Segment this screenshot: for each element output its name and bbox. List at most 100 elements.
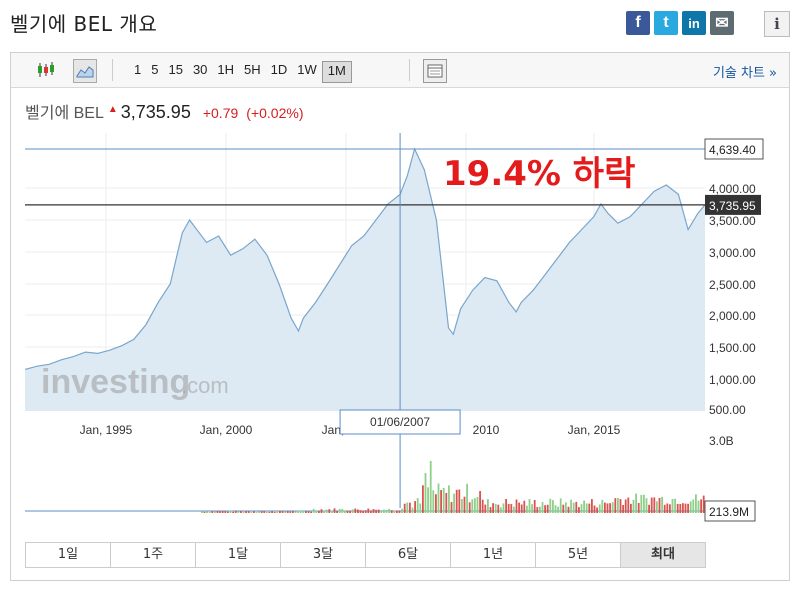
interval-30[interactable]: 30 xyxy=(192,62,208,77)
table-view-icon[interactable] xyxy=(423,59,447,83)
volume-bar xyxy=(481,499,484,513)
volume-bar xyxy=(318,511,320,513)
volume-bar xyxy=(611,502,614,513)
instrument-name: 벨기에 BEL xyxy=(25,105,104,122)
range-button-5[interactable]: 1년 xyxy=(451,543,536,567)
volume-bar xyxy=(336,510,338,513)
linkedin-icon[interactable]: in xyxy=(682,11,706,35)
volume-bar xyxy=(255,511,258,513)
volume-bar xyxy=(466,483,468,513)
facebook-icon[interactable]: f xyxy=(626,11,650,35)
y-tick-label: 2,000.00 xyxy=(709,309,756,323)
candlestick-icon[interactable] xyxy=(35,59,57,81)
range-selector: 1일 1주 1달 3달 6달 1년 5년 최대 xyxy=(25,542,706,568)
volume-bar xyxy=(510,504,513,513)
x-tick-label: Jan, 2015 xyxy=(568,423,621,437)
range-button-7[interactable]: 최대 xyxy=(621,543,705,567)
interval-1d[interactable]: 1D xyxy=(270,62,288,77)
range-button-4[interactable]: 6달 xyxy=(366,543,451,567)
volume-bar xyxy=(206,511,208,513)
volume-bar xyxy=(247,511,250,513)
volume-bar xyxy=(351,509,354,513)
range-button-2[interactable]: 1달 xyxy=(196,543,281,567)
volume-bar xyxy=(471,499,474,513)
volume-bar xyxy=(474,498,476,513)
y-tick-label: 3,000.00 xyxy=(709,246,756,260)
mail-icon[interactable]: ✉ xyxy=(710,11,734,35)
volume-bar xyxy=(216,511,219,513)
volume-bar xyxy=(567,506,570,513)
volume-bar xyxy=(583,500,585,513)
volume-bar xyxy=(533,500,536,513)
volume-bar xyxy=(526,505,528,513)
volume-bar xyxy=(333,508,336,513)
interval-1[interactable]: 1 xyxy=(134,62,142,77)
range-button-1[interactable]: 1주 xyxy=(111,543,196,567)
volume-bar xyxy=(601,499,604,513)
volume-bar xyxy=(253,511,255,513)
volume-bar xyxy=(234,510,237,513)
volume-bar xyxy=(297,510,299,513)
volume-bar xyxy=(214,511,216,513)
technical-chart-link[interactable]: 기술 차트 » xyxy=(712,66,777,81)
volume-bar xyxy=(432,490,435,513)
volume-bar xyxy=(695,494,697,513)
volume-bar xyxy=(424,473,427,513)
volume-bar xyxy=(245,511,247,513)
volume-bar xyxy=(370,510,372,513)
y-tick-label: 1,500.00 xyxy=(709,341,756,355)
volume-bar xyxy=(619,499,622,513)
volume-bar xyxy=(208,511,211,513)
volume-bar xyxy=(292,510,294,513)
volume-bar xyxy=(427,487,429,513)
high-level-label: 4,639.40 xyxy=(709,143,756,157)
volume-bar xyxy=(674,498,676,513)
volume-bar xyxy=(227,511,229,513)
volume-bar xyxy=(557,506,559,513)
volume-bar xyxy=(570,499,572,513)
volume-bar xyxy=(219,511,221,513)
volume-bar xyxy=(263,511,266,513)
y-tick-label: 500.00 xyxy=(709,403,746,417)
volume-bar xyxy=(409,502,411,513)
range-button-3[interactable]: 3달 xyxy=(281,543,366,567)
volume-bar xyxy=(286,511,289,513)
volume-bar xyxy=(364,510,367,513)
volume-bar xyxy=(559,498,562,513)
volume-bar xyxy=(445,493,448,513)
interval-5[interactable]: 5 xyxy=(151,62,159,77)
volume-bar xyxy=(689,501,692,513)
volume-bar xyxy=(502,503,505,513)
price-change-percent: (+0.02%) xyxy=(246,105,304,121)
volume-bar xyxy=(403,503,406,513)
volume-bar xyxy=(359,510,362,513)
area-chart-icon[interactable] xyxy=(73,59,97,83)
volume-bar xyxy=(484,504,487,513)
volume-bar xyxy=(341,509,344,513)
interval-1m[interactable]: 1M xyxy=(321,61,352,83)
volume-bar xyxy=(302,510,305,513)
volume-bar xyxy=(357,509,359,513)
volume-bar xyxy=(528,499,531,513)
range-button-0[interactable]: 1일 xyxy=(26,543,111,567)
info-icon[interactable]: i xyxy=(764,11,790,37)
volume-bar xyxy=(401,508,403,513)
range-button-6[interactable]: 5년 xyxy=(536,543,621,567)
volume-bar xyxy=(630,503,632,513)
volume-bar xyxy=(500,507,502,513)
price-chart[interactable]: investing.com 4,639.40 4,000.00 3,500.00 3,0… xyxy=(11,53,789,533)
volume-bar xyxy=(682,503,684,513)
interval-1h[interactable]: 1H xyxy=(217,62,235,77)
current-level-box xyxy=(705,194,761,215)
volume-bar xyxy=(390,510,393,513)
y-tick-label: 3,500.00 xyxy=(709,214,756,228)
volume-bar xyxy=(604,502,606,513)
volume-bar xyxy=(377,509,380,513)
twitter-icon[interactable]: t xyxy=(654,11,678,35)
interval-15[interactable]: 15 xyxy=(168,62,183,77)
volume-bar xyxy=(541,502,544,513)
interval-1w[interactable]: 1W xyxy=(297,62,317,77)
volume-bar xyxy=(393,510,396,513)
volume-bar xyxy=(476,496,479,513)
interval-5h[interactable]: 5H xyxy=(244,62,261,77)
